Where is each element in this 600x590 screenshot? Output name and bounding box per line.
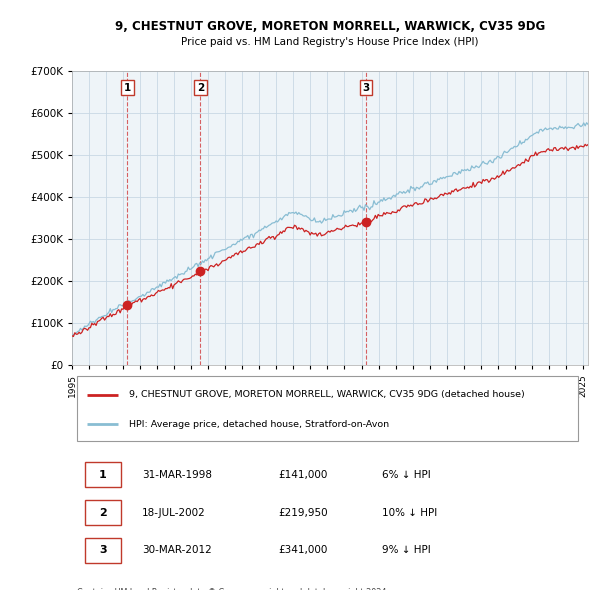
Text: 2: 2	[197, 83, 204, 93]
FancyBboxPatch shape	[85, 500, 121, 525]
Text: £219,950: £219,950	[278, 507, 328, 517]
Text: 3: 3	[362, 83, 370, 93]
Text: 2: 2	[99, 507, 107, 517]
FancyBboxPatch shape	[85, 462, 121, 487]
FancyBboxPatch shape	[77, 376, 578, 441]
Text: 3: 3	[99, 545, 107, 555]
FancyBboxPatch shape	[85, 538, 121, 563]
Text: £141,000: £141,000	[278, 470, 328, 480]
Text: £341,000: £341,000	[278, 545, 328, 555]
Text: 1: 1	[124, 83, 131, 93]
Text: Contains HM Land Registry data © Crown copyright and database right 2024.
This d: Contains HM Land Registry data © Crown c…	[77, 588, 389, 590]
Text: 10% ↓ HPI: 10% ↓ HPI	[382, 507, 437, 517]
Text: 31-MAR-1998: 31-MAR-1998	[142, 470, 212, 480]
Text: 6% ↓ HPI: 6% ↓ HPI	[382, 470, 430, 480]
Text: Price paid vs. HM Land Registry's House Price Index (HPI): Price paid vs. HM Land Registry's House …	[181, 38, 479, 47]
Text: HPI: Average price, detached house, Stratford-on-Avon: HPI: Average price, detached house, Stra…	[129, 419, 389, 428]
Text: 9% ↓ HPI: 9% ↓ HPI	[382, 545, 430, 555]
Text: 9, CHESTNUT GROVE, MORETON MORRELL, WARWICK, CV35 9DG (detached house): 9, CHESTNUT GROVE, MORETON MORRELL, WARW…	[129, 390, 524, 399]
Text: 9, CHESTNUT GROVE, MORETON MORRELL, WARWICK, CV35 9DG: 9, CHESTNUT GROVE, MORETON MORRELL, WARW…	[115, 20, 545, 33]
Text: 18-JUL-2002: 18-JUL-2002	[142, 507, 205, 517]
Text: 1: 1	[99, 470, 107, 480]
Text: 30-MAR-2012: 30-MAR-2012	[142, 545, 211, 555]
